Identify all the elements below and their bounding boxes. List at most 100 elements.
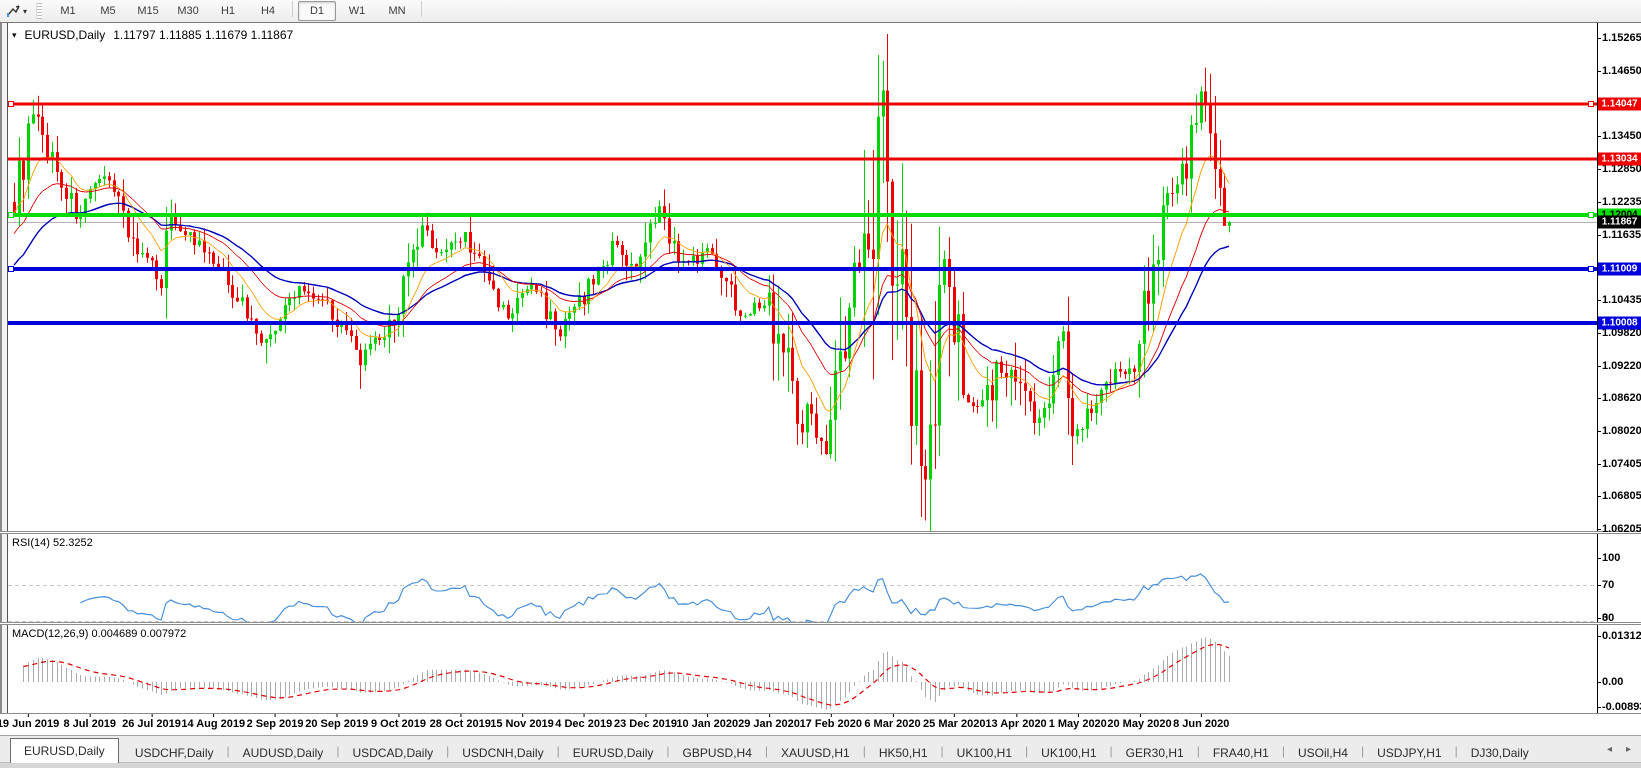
window-left-frame[interactable]	[0, 23, 8, 736]
current-price-badge: 1.11867	[1598, 215, 1641, 229]
chart-tab-dj30-daily[interactable]: DJ30,Daily	[1470, 745, 1529, 760]
chart-tab-usdcnh-daily[interactable]: USDCNH,Daily	[462, 745, 544, 760]
chart-symbol-label: EURUSD,Daily	[24, 28, 106, 42]
chart-tab-ger30-h1[interactable]: GER30,H1	[1125, 745, 1184, 760]
timeframe-button-m5[interactable]: M5	[100, 5, 116, 17]
price-axis-label: 1.12235	[1597, 196, 1641, 209]
macd-axis-label: 0.00	[1596, 676, 1624, 688]
date-axis-label: 20 Sep 2019	[305, 714, 369, 730]
chart-tab-uk100-h1[interactable]: UK100,H1	[956, 745, 1013, 760]
date-axis-label: 28 Oct 2019	[429, 714, 491, 730]
price-axis-label: 1.13450	[1597, 130, 1641, 143]
chart-tab-eurusd-daily[interactable]: EURUSD,Daily	[572, 745, 654, 760]
tab-separator: |	[446, 743, 450, 758]
tab-separator: |	[1025, 743, 1029, 758]
chart-tab-usoil-h4[interactable]: USOil,H4	[1297, 745, 1348, 760]
price-axis-label: 1.06805	[1597, 490, 1641, 503]
chart-tabs: EURUSD,Daily | USDCHF,Daily | AUDUSD,Daily | U…	[0, 738, 1542, 763]
price-axis-label: 1.12850	[1597, 162, 1641, 175]
price-axis-label: 1.11635	[1596, 228, 1641, 241]
tab-separator: |	[940, 743, 944, 758]
chart-cursor-icon[interactable]	[4, 3, 22, 19]
tab-separator: |	[1360, 743, 1365, 758]
timeframe-button-h1[interactable]: H1	[220, 5, 236, 17]
toolbar-separator	[292, 1, 294, 17]
tab-separator: |	[1454, 743, 1458, 758]
rsi-indicator-canvas[interactable]	[8, 534, 1597, 622]
date-axis-label: 8 Jun 2020	[1173, 714, 1230, 730]
hline-price-badge: 1.11009	[1598, 262, 1641, 276]
chart-tab-gbpusd-h4[interactable]: GBPUSD,H4	[682, 745, 752, 760]
main-rsi-splitter[interactable]	[0, 531, 1641, 534]
date-axis-label: 6 Mar 2020	[864, 714, 921, 730]
date-axis-label: 19 Jun 2019	[0, 714, 59, 730]
chart-tab-eurusd-daily[interactable]: EURUSD,Daily	[10, 738, 119, 763]
timeframe-button-h4[interactable]: H4	[260, 5, 276, 17]
timeframe-button-mn[interactable]: MN	[388, 5, 406, 17]
tab-separator: |	[862, 743, 866, 758]
chart-tab-usdjpy-h1[interactable]: USDJPY,H1	[1377, 745, 1442, 760]
timeframe-button-w1[interactable]: W1	[348, 5, 366, 17]
chart-tab-usdchf-daily[interactable]: USDCHF,Daily	[134, 745, 214, 760]
date-axis-label: 9 Oct 2019	[370, 714, 427, 730]
tab-separator: |	[556, 743, 560, 758]
tab-scroll-left-icon[interactable]: ◂	[1606, 744, 1612, 755]
hline-price-badge: 1.14047	[1598, 97, 1641, 111]
date-axis-label: 4 Dec 2019	[555, 714, 613, 730]
macd-panel-label: MACD(12,26,9) 0.004689 0.007972	[12, 628, 187, 640]
date-axis-label: 25 Mar 2020	[923, 714, 986, 730]
rsi-axis-label: 100	[1596, 552, 1621, 564]
tab-scroll-arrows: ◂ ▸	[1607, 744, 1631, 755]
date-axis-label: 2 Sep 2019	[246, 714, 304, 730]
chart-tab-hk50-h1[interactable]: HK50,H1	[878, 745, 928, 760]
tab-separator: |	[1109, 743, 1113, 758]
chart-cursor-dropdown-icon[interactable]: ▾	[23, 6, 28, 16]
price-axis-label: 1.06205	[1597, 522, 1641, 535]
timeframe-button-m1[interactable]: M1	[60, 5, 76, 17]
price-axis-label: 1.09820	[1597, 327, 1641, 340]
chart-tab-xauusd-h1[interactable]: XAUUSD,H1	[781, 745, 850, 760]
price-chart-canvas[interactable]	[8, 24, 1597, 531]
chart-tab-usdcad-daily[interactable]: USDCAD,Daily	[352, 745, 434, 760]
macd-axis-label: 0.013121	[1597, 630, 1641, 642]
chart-ohlc-values: 1.11797 1.11885 1.11679 1.11867	[113, 28, 294, 42]
date-axis-label: 17 Feb 2020	[799, 714, 862, 730]
chart-tab-fra40-h1[interactable]: FRA40,H1	[1212, 745, 1269, 760]
chart-tab-bar: EURUSD,Daily | USDCHF,Daily | AUDUSD,Daily | U…	[0, 735, 1641, 763]
macd-axis-label: -0.008933	[1597, 701, 1641, 713]
date-axis-label: 26 Jul 2019	[122, 714, 181, 730]
timeframe-button-d1[interactable]: D1	[298, 1, 337, 21]
price-axis-label: 1.10435	[1597, 293, 1641, 306]
timeframe-button-m30[interactable]: M30	[177, 5, 199, 17]
status-strip	[0, 762, 1641, 768]
price-axis-label: 1.08620	[1597, 392, 1641, 405]
rsi-axis-label: 70	[1596, 579, 1615, 591]
hline-price-badge: 1.10008	[1598, 316, 1641, 330]
timeframe-toolbar: ▾ M1 M5 M15 M30 H1 H4 D1 W1 MN	[0, 0, 1641, 23]
date-axis-label: 10 Jan 2020	[676, 714, 739, 730]
price-axis-label: 1.09220	[1597, 359, 1641, 372]
timeframe-button-m15[interactable]: M15	[137, 5, 159, 17]
date-axis-label: 13 Apr 2020	[985, 714, 1047, 730]
price-axis-label: 1.14650	[1597, 65, 1641, 78]
macd-indicator-canvas[interactable]	[8, 625, 1597, 713]
chart-window: ▾ EURUSD,Daily 1.11797 1.11885 1.11679 1…	[0, 22, 1641, 736]
price-axis-label: 1.08020	[1597, 424, 1641, 437]
chart-title-dropdown-icon[interactable]: ▾	[12, 29, 17, 40]
toolbar-grip[interactable]	[36, 3, 43, 19]
tab-separator: |	[764, 743, 769, 758]
tab-scroll-right-icon[interactable]: ▸	[1625, 744, 1631, 755]
toolbar-separator	[421, 1, 423, 17]
date-axis-label: 23 Dec 2019	[614, 714, 677, 730]
date-axis-label: 15 Nov 2019	[490, 714, 554, 730]
price-axis-label: 1.15265	[1597, 31, 1641, 44]
chart-tab-uk100-h1[interactable]: UK100,H1	[1041, 745, 1097, 760]
rsi-macd-splitter[interactable]	[0, 622, 1641, 625]
tab-separator: |	[1196, 743, 1200, 758]
tab-separator: |	[1281, 743, 1285, 758]
tab-separator: |	[336, 743, 340, 758]
date-axis-label: 20 May 2020	[1107, 714, 1172, 730]
chart-tab-audusd-daily[interactable]: AUDUSD,Daily	[242, 745, 324, 760]
date-axis-label: 1 May 2020	[1048, 714, 1107, 730]
